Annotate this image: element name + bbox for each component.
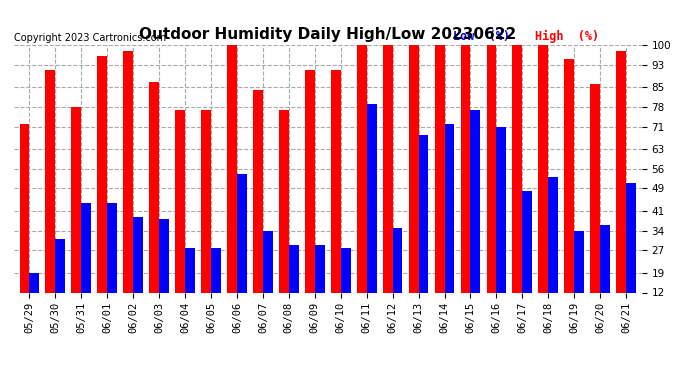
Bar <box>496 127 506 292</box>
Bar <box>574 231 584 292</box>
Bar <box>564 59 574 292</box>
Bar <box>55 239 65 292</box>
Bar <box>331 70 341 292</box>
Bar <box>393 228 402 292</box>
Bar <box>201 110 211 292</box>
Bar <box>471 110 480 292</box>
Bar <box>159 219 169 292</box>
Bar <box>279 110 289 292</box>
Bar <box>383 45 393 292</box>
Bar <box>616 51 626 292</box>
Bar <box>513 45 522 292</box>
Bar <box>237 174 247 292</box>
Bar <box>486 45 496 292</box>
Bar <box>107 202 117 292</box>
Bar <box>626 183 636 292</box>
Bar <box>175 110 185 292</box>
Bar <box>315 245 324 292</box>
Bar <box>341 248 351 292</box>
Bar <box>263 231 273 292</box>
Bar <box>133 217 143 292</box>
Bar <box>253 90 263 292</box>
Bar <box>81 202 91 292</box>
Bar <box>185 248 195 292</box>
Bar <box>124 51 133 292</box>
Bar <box>305 70 315 292</box>
Bar <box>444 124 455 292</box>
Bar <box>522 191 532 292</box>
Bar <box>30 273 39 292</box>
Bar <box>366 104 377 292</box>
Bar <box>408 45 419 292</box>
Bar <box>538 45 549 292</box>
Bar <box>435 45 444 292</box>
Bar <box>461 45 471 292</box>
Bar <box>97 56 107 292</box>
Bar <box>289 245 299 292</box>
Bar <box>419 135 428 292</box>
Bar <box>71 107 81 292</box>
Bar <box>227 45 237 292</box>
Bar <box>19 124 30 292</box>
Title: Outdoor Humidity Daily High/Low 20230622: Outdoor Humidity Daily High/Low 20230622 <box>139 27 516 42</box>
Text: Copyright 2023 Cartronics.com: Copyright 2023 Cartronics.com <box>14 33 166 42</box>
Bar <box>591 84 600 292</box>
Text: Low  (%): Low (%) <box>453 30 511 42</box>
Bar <box>600 225 610 292</box>
Bar <box>357 45 366 292</box>
Bar <box>211 248 221 292</box>
Text: High  (%): High (%) <box>535 29 599 42</box>
Bar <box>549 177 558 292</box>
Bar <box>149 82 159 292</box>
Bar <box>46 70 55 292</box>
